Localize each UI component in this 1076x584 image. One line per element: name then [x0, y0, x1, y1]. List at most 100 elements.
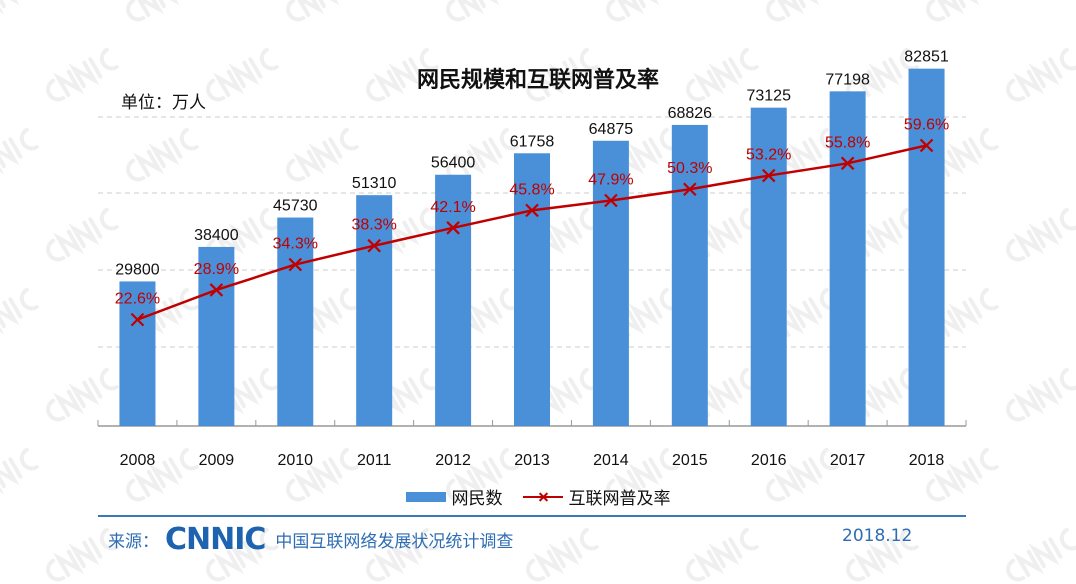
bar-label-2017: 77198: [825, 71, 870, 88]
x-tick-label-2016: 2016: [751, 452, 787, 469]
bar-2018: [908, 68, 945, 426]
line-label-2016: 53.2%: [746, 147, 791, 164]
marker-stroke: [919, 138, 934, 153]
bar-label-2008: 29800: [115, 261, 160, 278]
line-marker-2017: [840, 156, 855, 171]
bar-2011: [356, 195, 393, 426]
legend-bar-swatch: [405, 491, 446, 502]
line-label-2008: 22.6%: [115, 291, 160, 308]
watermark-logo: [46, 367, 119, 422]
watermark-logo: [286, 447, 359, 502]
watermark-logo: [686, 47, 759, 102]
watermark-logo: [126, 127, 199, 182]
legend: 网民数 互联网普及率: [0, 484, 1076, 509]
footer-source: 来源： CNNIC 中国互联网络发展状况统计调查: [108, 522, 513, 557]
marker-stroke: [130, 312, 145, 327]
line-label-2015: 50.3%: [667, 160, 712, 177]
x-tick-label-2018: 2018: [909, 452, 945, 469]
watermark-logo: [1006, 367, 1076, 422]
line-label-2013: 45.8%: [509, 181, 554, 198]
source-text: 中国互联网络发展状况统计调查: [275, 532, 514, 552]
x-tick-label-2008: 2008: [120, 452, 156, 469]
watermark-logo: [526, 47, 599, 102]
marker-stroke: [761, 168, 776, 183]
line-marker-2016: [761, 168, 776, 183]
watermark-logo: [926, 0, 999, 22]
line-marker-2014: [604, 193, 618, 208]
cnnic-logo: CNNIC: [165, 522, 266, 557]
watermark-logo: [446, 127, 519, 182]
x-tick-label-2014: 2014: [593, 452, 629, 469]
bar-label-2018: 82851: [904, 49, 949, 66]
watermark-logo: [446, 0, 519, 22]
watermark-logo: [1006, 207, 1076, 262]
marker-stroke: [604, 193, 618, 208]
watermark-logo: [0, 287, 39, 342]
bar-2013: [514, 153, 550, 427]
watermark-logo: [766, 0, 839, 22]
line-marker-2013: [525, 203, 539, 218]
bar-2015: [671, 124, 708, 427]
watermark-logo: [126, 447, 199, 502]
bar-label-2012: 56400: [431, 155, 476, 172]
marker-stroke: [367, 238, 381, 253]
watermark-logo: [206, 527, 279, 582]
footer-divider: [98, 515, 966, 517]
bar-2017: [829, 91, 866, 427]
watermark-logo: [1006, 527, 1076, 582]
line-marker-2010: [288, 257, 303, 272]
line-marker-2012: [446, 221, 460, 235]
watermark-logo: [846, 527, 919, 582]
source-prefix: 来源：: [108, 532, 159, 552]
x-tick-label-2009: 2009: [199, 452, 235, 469]
watermark-logo: [126, 0, 199, 22]
watermark-logo: [46, 47, 119, 102]
watermark-logo: [46, 527, 119, 582]
line-marker-2011: [367, 238, 381, 253]
legend-line-swatch: [522, 490, 563, 504]
x-tick-label-2011: 2011: [357, 452, 392, 469]
line-marker-2009: [209, 283, 224, 297]
unit-label: 单位：万人: [121, 93, 206, 113]
line-label-2010: 34.3%: [273, 236, 318, 253]
bar-2010: [277, 217, 314, 426]
bar-2016: [750, 107, 787, 426]
marker-stroke: [525, 203, 539, 218]
watermark-logo: [446, 447, 519, 502]
watermark-logo: [0, 127, 39, 182]
bar-label-2013: 61758: [510, 133, 555, 150]
bar-label-2011: 51310: [352, 175, 397, 192]
x-tick-label-2010: 2010: [277, 452, 313, 469]
report-date: 2018.12: [842, 526, 913, 546]
watermark-logo: [606, 447, 679, 502]
bar-label-2015: 68826: [668, 105, 713, 122]
x-tick-label-2013: 2013: [514, 452, 550, 469]
line-label-2017: 55.8%: [825, 134, 870, 151]
bar-label-2010: 45730: [273, 198, 318, 215]
legend-item-penetration: 互联网普及率: [522, 484, 671, 509]
chart-title: 网民规模和互联网普及率: [416, 68, 659, 93]
watermark-logo: [0, 447, 39, 502]
bar-2014: [592, 140, 629, 426]
bar-2009: [198, 246, 235, 426]
marker-stroke: [288, 257, 303, 272]
watermark-logo: [366, 527, 439, 582]
watermark-logo: [686, 527, 759, 582]
marker-stroke: [446, 221, 460, 235]
line-label-2011: 38.3%: [351, 217, 396, 234]
line-label-2018: 59.6%: [904, 116, 949, 133]
line-label-2012: 42.1%: [430, 199, 475, 216]
line-label-2009: 28.9%: [194, 261, 239, 278]
watermark-logo: [1006, 47, 1076, 102]
legend-label-penetration: 互联网普及率: [568, 489, 671, 509]
watermark-logo: [286, 127, 359, 182]
watermark-logo: [366, 47, 439, 102]
marker-stroke: [840, 156, 855, 171]
watermark-logo: [206, 47, 279, 102]
bar-label-2014: 64875: [589, 121, 634, 138]
x-tick-label-2015: 2015: [672, 452, 708, 469]
watermark-logo: [606, 0, 679, 22]
x-tick-label-2012: 2012: [435, 452, 471, 469]
bar-label-2009: 38400: [194, 227, 239, 244]
